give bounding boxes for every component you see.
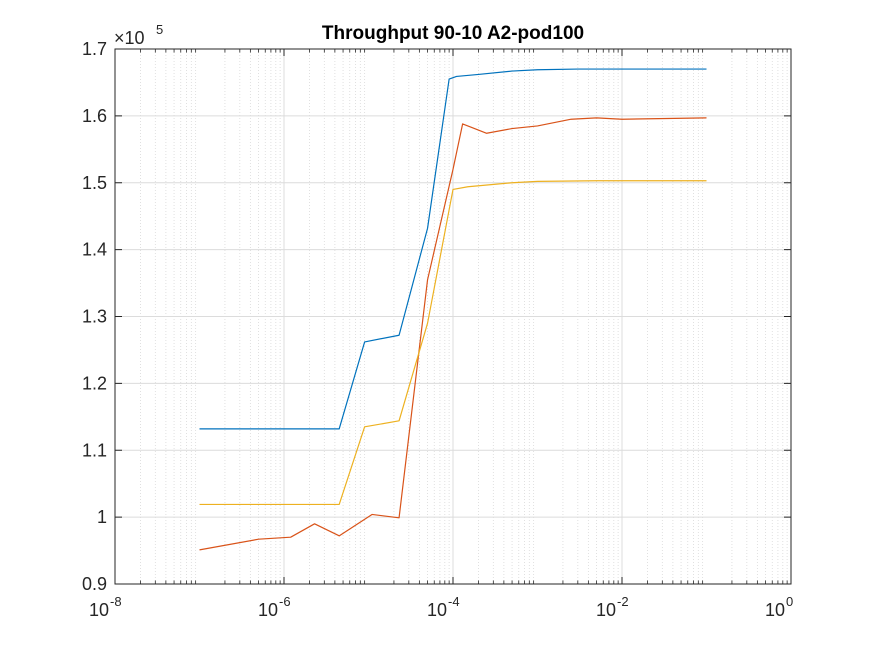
y-tick-label: 1.7 — [82, 39, 107, 59]
y-tick-label: 1.6 — [82, 106, 107, 126]
series-line-3 — [199, 180, 707, 506]
y-tick-label: 0.9 — [82, 574, 107, 594]
y-multiplier: ×10 5 — [114, 22, 163, 48]
y-tick-label: 1.3 — [82, 307, 107, 327]
x-tick-label-exponent: -4 — [448, 594, 460, 609]
x-tick-labels: 10 -8 10 -6 10 -4 10 -2 10 0 — [89, 594, 793, 620]
x-tick-label-exponent: -8 — [110, 594, 122, 609]
series-layer — [199, 68, 707, 551]
series-line-1 — [199, 68, 707, 430]
x-tick-label-base: 10 — [596, 600, 616, 620]
y-tick-label: 1.4 — [82, 240, 107, 260]
y-multiplier-base: ×10 — [114, 28, 145, 48]
chart-title: Throughput 90-10 A2-pod100 — [322, 23, 584, 44]
y-tick-labels: 0.9 1 1.1 1.2 1.3 1.4 1.5 1.6 1.7 — [82, 39, 107, 594]
x-tick-label-exponent: -6 — [279, 594, 291, 609]
x-tick-label-base: 10 — [765, 600, 785, 620]
series-line-2 — [199, 117, 707, 551]
y-multiplier-exponent: 5 — [156, 22, 163, 37]
y-tick-label: 1 — [97, 507, 107, 527]
x-tick-label-base: 10 — [258, 600, 278, 620]
y-tick-label: 1.2 — [82, 373, 107, 393]
x-tick-label-exponent: 0 — [786, 594, 793, 609]
y-tick-label: 1.5 — [82, 173, 107, 193]
x-tick-label-exponent: -2 — [617, 594, 629, 609]
axis-ticks — [114, 48, 792, 585]
x-tick-label-base: 10 — [89, 600, 109, 620]
x-tick-label-base: 10 — [427, 600, 447, 620]
y-tick-label: 1.1 — [82, 440, 107, 460]
